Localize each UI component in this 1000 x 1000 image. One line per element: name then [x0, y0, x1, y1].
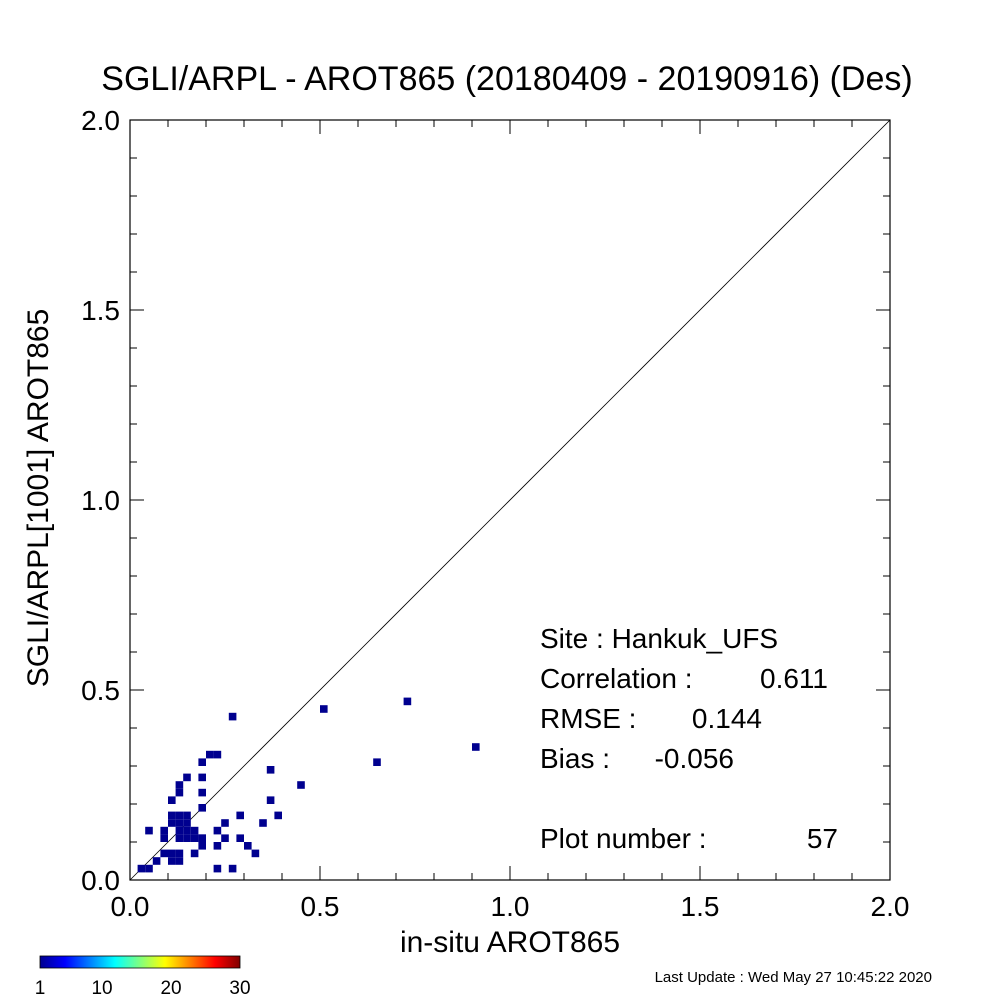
data-point: [160, 834, 168, 842]
y-tick-label: 0.0: [81, 865, 120, 896]
data-point: [175, 788, 184, 797]
bias-label: Bias :: [540, 743, 610, 774]
x-tick-label: 2.0: [871, 891, 910, 922]
data-point: [175, 811, 184, 820]
colorbar: [39, 955, 241, 969]
data-point: [190, 826, 199, 835]
data-point: [403, 697, 412, 706]
correlation-value: 0.611: [760, 663, 828, 694]
data-point: [221, 819, 229, 827]
data-point: [206, 750, 214, 759]
data-point: [160, 849, 168, 858]
minor-ticks: [129, 119, 891, 881]
data-point: [160, 826, 168, 835]
data-point: [213, 842, 222, 850]
plot-number-label: Plot number :: [540, 823, 707, 854]
data-point: [259, 819, 267, 827]
data-point: [198, 834, 206, 842]
stats-panel: Site : Hankuk_UFS Correlation : 0.611 RM…: [540, 623, 838, 854]
data-point: [168, 857, 176, 865]
data-point: [274, 811, 282, 820]
data-point: [297, 781, 305, 789]
data-point: [198, 842, 206, 850]
data-point: [152, 857, 161, 865]
y-axis-label: SGLI/ARPL[1001] AROT865: [22, 309, 55, 688]
chart-title: SGLI/ARPL - AROT865 (20180409 - 20190916…: [101, 60, 912, 98]
y-tick-label: 0.5: [81, 675, 120, 706]
y-tick-label: 1.5: [81, 295, 120, 326]
data-point: [221, 834, 229, 842]
x-tick-label: 1.0: [491, 891, 530, 922]
x-tick-label: 0.0: [111, 891, 150, 922]
data-point: [183, 811, 191, 820]
data-point: [472, 743, 480, 751]
data-point: [168, 849, 176, 858]
data-point: [198, 758, 206, 766]
data-point: [198, 788, 206, 797]
correlation-label: Correlation :: [540, 663, 693, 694]
data-point: [168, 811, 176, 820]
colorbar-tick-label: 1: [35, 978, 46, 999]
data-point: [145, 864, 153, 873]
x-tick-label: 0.5: [301, 891, 340, 922]
data-point: [183, 773, 191, 782]
data-point: [175, 857, 184, 865]
data-point: [251, 849, 260, 858]
data-point: [137, 864, 146, 873]
data-point: [228, 712, 237, 721]
x-tick-labels: 0.0 0.5 1.0 1.5 2.0: [111, 891, 910, 922]
y-tick-label: 2.0: [81, 105, 120, 136]
data-point: [236, 834, 244, 842]
data-point: [373, 758, 381, 766]
colorbar-tick-label: 10: [91, 978, 112, 999]
data-point: [213, 826, 222, 835]
data-point: [266, 796, 275, 804]
data-point: [175, 849, 184, 858]
data-point: [244, 842, 252, 850]
data-point: [175, 834, 184, 842]
colorbar-tick-label: 20: [160, 978, 181, 999]
data-point: [190, 849, 199, 858]
data-point: [183, 826, 191, 835]
one-to-one-line: [129, 119, 891, 881]
data-point: [213, 864, 222, 873]
last-update-text: Last Update : Wed May 27 10:45:22 2020: [655, 969, 932, 986]
data-point: [145, 826, 153, 835]
site-label: Site : Hankuk_UFS: [540, 623, 778, 654]
data-point: [183, 819, 191, 827]
data-point: [175, 819, 184, 827]
bias-value: -0.056: [655, 743, 734, 774]
data-point: [168, 819, 176, 827]
rmse-label: RMSE :: [540, 703, 636, 734]
data-point: [198, 773, 206, 782]
data-point: [168, 796, 176, 804]
x-tick-label: 1.5: [681, 891, 720, 922]
colorbar-tick-label: 30: [229, 978, 250, 999]
y-tick-label: 1.0: [81, 485, 120, 516]
data-point: [175, 781, 184, 789]
data-point: [320, 705, 328, 713]
rmse-value: 0.144: [692, 703, 762, 734]
data-point: [183, 834, 191, 842]
data-point: [213, 750, 222, 759]
data-point: [190, 834, 199, 842]
x-axis-label: in-situ AROT865: [400, 926, 620, 959]
data-point: [175, 826, 184, 835]
data-point: [198, 804, 206, 812]
data-point: [228, 864, 237, 873]
data-point: [266, 766, 275, 774]
data-point: [236, 811, 244, 820]
colorbar-ticks: 1 10 20 30: [35, 978, 251, 999]
data-points: [137, 697, 480, 873]
plot-number-value: 57: [807, 823, 838, 854]
y-tick-labels: 0.0 0.5 1.0 1.5 2.0: [81, 105, 120, 896]
